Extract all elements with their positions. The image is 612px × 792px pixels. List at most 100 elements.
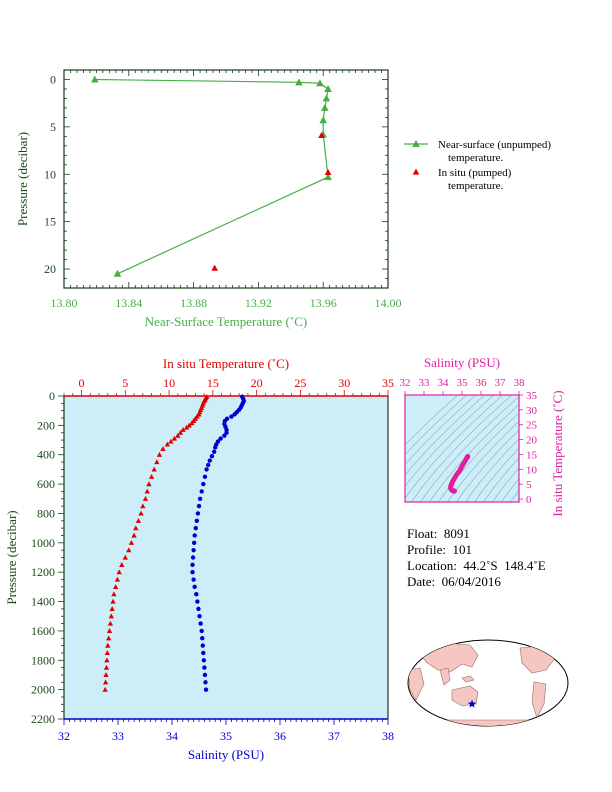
land-africa (408, 667, 425, 701)
pressure-tick-label: 1000 (31, 536, 55, 550)
x-axis-label: Near-Surface Temperature (˚C) (145, 314, 307, 329)
temperature-point (140, 503, 146, 509)
temperature-point (133, 525, 139, 531)
unpumped-point (321, 103, 329, 111)
salinity-point (204, 467, 209, 472)
temperature-point (122, 554, 128, 560)
ts-y-tick-label: 15 (526, 449, 538, 461)
land-south-america (531, 681, 547, 719)
temp-tick-label: 5 (122, 376, 128, 390)
temp-tick-label: 20 (251, 376, 263, 390)
pressure-tick-label: 800 (37, 506, 55, 520)
density-contour (456, 429, 519, 502)
y-tick-label: 10 (44, 167, 56, 181)
temperature-point (116, 569, 122, 575)
density-contour (438, 412, 519, 502)
temperature-point (103, 664, 110, 670)
salinity-point (201, 481, 206, 487)
date-label: Date: 06/04/2016 (407, 574, 501, 589)
density-contour (474, 447, 519, 502)
x-tick-label: 13.96 (310, 296, 337, 310)
ts-plot-frame (404, 394, 520, 503)
temperature-point (104, 650, 111, 656)
pressure-tick-label: 2200 (31, 712, 55, 726)
legend-pumped-label: In situ (pumped) (438, 167, 512, 179)
legend-unpumped-marker (412, 140, 420, 147)
pumped-point (324, 168, 332, 175)
temperature-point (171, 435, 177, 441)
unpumped-point (324, 173, 332, 181)
unpumped-point (295, 78, 303, 86)
x-tick-label: 13.92 (245, 296, 272, 310)
temperature-point (164, 441, 170, 447)
x-tick-label: 13.88 (180, 296, 207, 310)
salinity-point (192, 533, 197, 538)
y-tick-label: 15 (44, 215, 56, 229)
world-map (407, 639, 569, 727)
salinity-tick-label: 32 (58, 729, 70, 743)
pressure-axis-title: Pressure (decibar) (4, 510, 19, 604)
temperature-point (111, 591, 117, 597)
salinity-tick-label: 36 (274, 729, 286, 743)
y-axis-label: Pressure (decibar) (15, 132, 30, 226)
density-contour (558, 375, 612, 512)
land-indonesia (461, 675, 475, 683)
ts-y-tick-label: 25 (526, 420, 538, 432)
salinity-point (197, 614, 202, 619)
temperature-point (175, 432, 181, 438)
density-contour (492, 467, 519, 502)
unpumped-point (113, 269, 122, 277)
float-label: Float: 8091 (407, 526, 470, 541)
x-tick-label: 13.80 (51, 296, 78, 310)
temperature-point (119, 562, 125, 567)
salinity-point (207, 458, 212, 463)
temp-tick-label: 25 (294, 376, 306, 390)
temperature-point (186, 422, 192, 428)
salinity-point (191, 577, 196, 582)
y-tick-label: 0 (50, 72, 56, 86)
pressure-tick-label: 0 (49, 389, 55, 403)
x-tick-label: 13.84 (115, 296, 142, 310)
density-contour (405, 395, 468, 456)
pressure-tick-label: 1400 (31, 595, 55, 609)
temperature-point (142, 495, 149, 501)
ts-y-tick-label: 0 (526, 494, 532, 506)
top-plot-frame (63, 69, 389, 289)
salinity-point (201, 650, 206, 656)
ts-x-tick-label: 36 (476, 377, 488, 389)
salinity-point (195, 511, 201, 516)
legend-pumped-label: temperature. (448, 180, 504, 192)
temperature-point (177, 429, 184, 435)
salinity-point (229, 414, 234, 419)
salinity-tick-label: 38 (382, 729, 394, 743)
temperature-point (183, 424, 190, 430)
temp-tick-label: 15 (207, 376, 219, 390)
temperature-point (102, 679, 109, 685)
ts-x-tick-label: 38 (514, 377, 526, 389)
density-contour (447, 420, 519, 502)
temperature-point (113, 584, 119, 589)
pressure-tick-label: 600 (37, 477, 55, 491)
salinity-point (209, 453, 215, 459)
legend-unpumped-label: temperature. (448, 152, 504, 164)
land-greenland (551, 640, 563, 652)
salinity-point (199, 628, 204, 634)
salinity-point (193, 525, 198, 531)
profile-plot-bg (64, 396, 388, 719)
density-contour (405, 395, 486, 476)
salinity-point (198, 621, 203, 626)
x-tick-label: 14.00 (375, 296, 402, 310)
pumped-point (211, 264, 218, 271)
salinity-point (190, 569, 195, 575)
profile-label: Profile: 101 (407, 542, 472, 557)
temp-tick-label: 10 (163, 376, 175, 390)
float-position-star (467, 699, 477, 708)
salinity-point (194, 592, 199, 597)
temperature-point (126, 547, 132, 553)
pressure-tick-label: 2000 (31, 683, 55, 697)
ts-point (451, 488, 457, 494)
ts-y-tick-label: 5 (526, 479, 532, 491)
salinity-point (196, 503, 202, 509)
temperature-point (180, 426, 186, 432)
ts-y-tick-label: 20 (526, 435, 538, 447)
